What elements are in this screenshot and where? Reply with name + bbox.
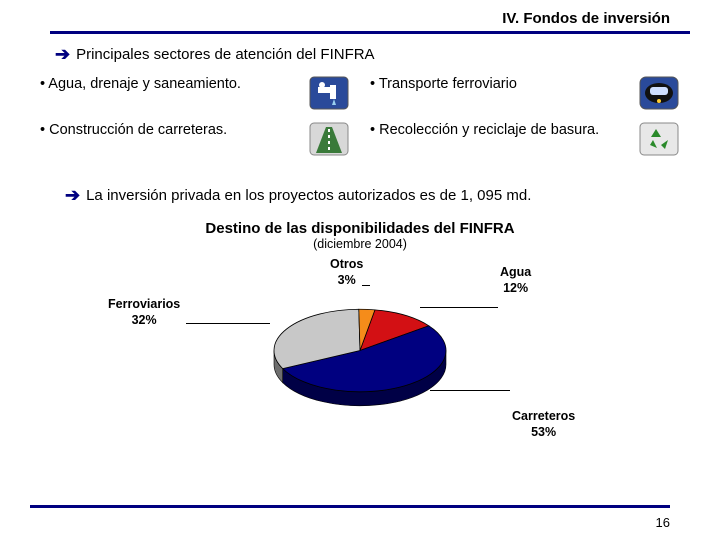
leader-line: [362, 285, 370, 286]
road-icon: [308, 121, 350, 157]
arrow-icon: ➔: [55, 44, 70, 65]
section-header: IV. Fondos de inversión: [0, 0, 720, 31]
pie-chart: Agua12% Carreteros53% Ferroviarios32% Otros…: [0, 255, 720, 465]
chart-title: Destino de las disponibilidades del FINF…: [0, 220, 720, 237]
pie-label: Carreteros53%: [512, 409, 575, 440]
sector-text: • Recolección y reciclaje de basura.: [370, 121, 630, 140]
sector-text: • Construcción de carreteras.: [40, 121, 300, 140]
sector-text: • Transporte ferroviario: [370, 75, 630, 94]
sector-text: • Agua, drenaje y saneamiento.: [40, 75, 300, 94]
leader-line: [430, 390, 510, 391]
sector-item: • Agua, drenaje y saneamiento.: [40, 75, 350, 111]
sectors-left-col: • Agua, drenaje y saneamiento. • Construc…: [40, 75, 350, 167]
pie-label: Agua12%: [500, 265, 531, 296]
sector-item: • Transporte ferroviario: [370, 75, 680, 111]
sectors-grid: • Agua, drenaje y saneamiento. • Construc…: [0, 75, 720, 167]
leader-line: [186, 323, 270, 324]
note-text: La inversión privada en los proyectos au…: [86, 187, 531, 204]
arrow-icon: ➔: [65, 185, 80, 206]
page-number: 16: [656, 515, 670, 530]
recycle-icon: [638, 121, 680, 157]
note-row: ➔ La inversión privada en los proyectos …: [0, 167, 720, 214]
train-icon: [638, 75, 680, 111]
leader-line: [420, 307, 498, 308]
subtitle-text: Principales sectores de atención del FIN…: [76, 46, 374, 63]
sector-item: • Recolección y reciclaje de basura.: [370, 121, 680, 157]
faucet-icon: [308, 75, 350, 111]
footer-rule: [30, 505, 670, 508]
pie-label: Otros3%: [330, 257, 363, 288]
sectors-right-col: • Transporte ferroviario • Recolección y …: [370, 75, 680, 167]
sector-item: • Construcción de carreteras.: [40, 121, 350, 157]
pie-label: Ferroviarios32%: [108, 297, 180, 328]
chart-subtitle: (diciembre 2004): [0, 237, 720, 251]
subtitle-row: ➔ Principales sectores de atención del F…: [0, 34, 720, 75]
